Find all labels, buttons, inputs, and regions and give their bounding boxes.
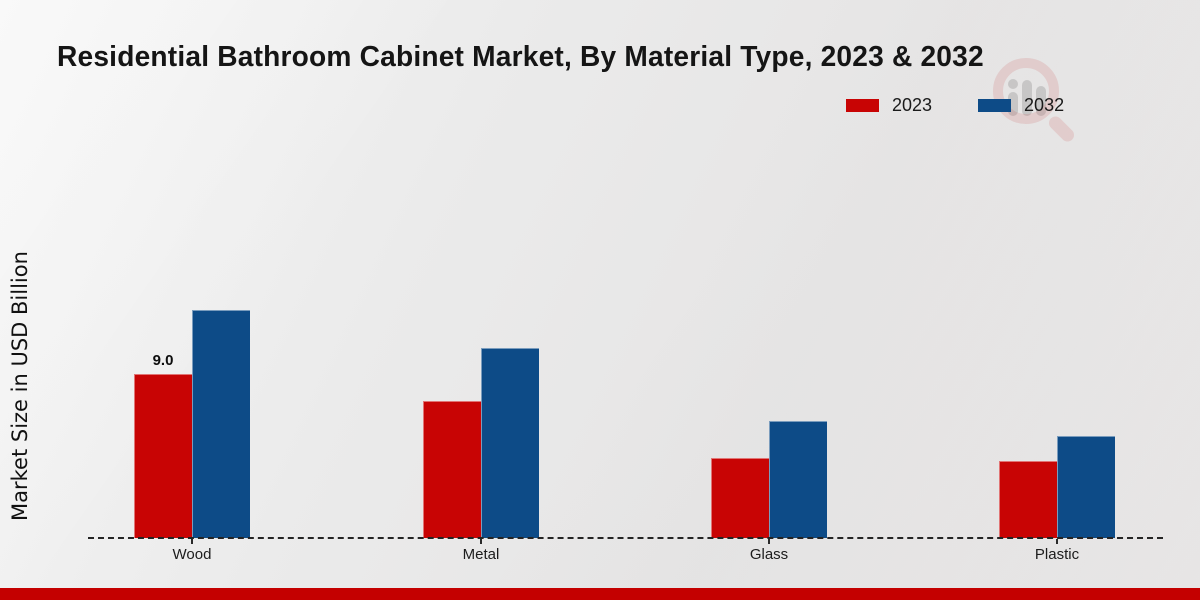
category-label-wood: Wood — [172, 546, 212, 563]
watermark-magnifier-handle — [1046, 113, 1077, 145]
legend: 2023 2032 — [846, 95, 1064, 116]
footer-accent-bar — [0, 588, 1200, 600]
legend-swatch-2023 — [846, 99, 879, 112]
legend-label-2023: 2023 — [892, 95, 933, 115]
legend-label-2032: 2032 — [1024, 95, 1065, 115]
bar-group-glass — [711, 268, 827, 538]
category-label-metal: Metal — [462, 546, 500, 563]
bar-2032-metal — [481, 348, 539, 538]
bar-group-plastic — [999, 268, 1115, 538]
x-axis-tick — [1056, 539, 1058, 544]
y-axis-label: Market Size in USD Billion — [8, 251, 32, 521]
bar-2023-glass — [711, 458, 769, 538]
bar-2023-metal — [423, 401, 481, 538]
x-axis-baseline — [88, 537, 1163, 539]
bar-group-metal — [423, 268, 539, 538]
chart-title: Residential Bathroom Cabinet Market, By … — [57, 41, 984, 73]
plot-area: 9.0 — [88, 268, 1163, 539]
bar-2032-glass — [769, 421, 827, 538]
x-axis-tick — [191, 539, 193, 544]
bar-2023-plastic — [999, 461, 1057, 538]
x-axis-tick — [768, 539, 770, 544]
x-axis: Wood Metal Glass Plastic — [88, 538, 1163, 568]
bar-2023-wood — [134, 374, 192, 538]
bar-2032-plastic — [1057, 436, 1115, 538]
bar-2032-wood — [192, 310, 250, 538]
category-label-plastic: Plastic — [1034, 546, 1080, 563]
bar-group-wood: 9.0 — [134, 268, 250, 538]
category-label-glass: Glass — [749, 546, 789, 563]
x-axis-tick — [480, 539, 482, 544]
bar-value-label: 9.0 — [152, 352, 174, 369]
watermark-dot — [1008, 79, 1018, 89]
legend-swatch-2032 — [978, 99, 1012, 112]
